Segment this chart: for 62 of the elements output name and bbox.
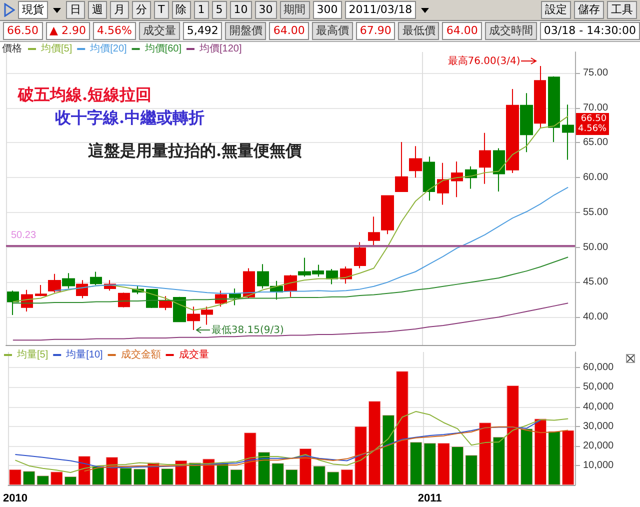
legend-label: 均價[20]: [89, 42, 128, 54]
y-tick-label: 60.00: [583, 172, 608, 184]
y-tick-label: 50,000: [583, 382, 614, 393]
y-tick-label: 40.00: [583, 312, 608, 323]
text: 30: [254, 1, 277, 19]
legend-label: 成交金額: [120, 348, 161, 360]
annotation: 最高76.00(3/4): [448, 54, 520, 68]
text: 66.50 4.56%: [576, 113, 609, 136]
y-tick-label: 55.00: [583, 206, 608, 218]
legend-label: 均量[5]: [16, 348, 48, 360]
text: 03/18 - 14:30:00: [540, 22, 640, 40]
y-tick-label: 60,000: [583, 362, 614, 374]
annotation: 破五均線.短線拉回: [18, 85, 152, 106]
text: 設定: [541, 1, 571, 19]
y-tick-label: 75.00: [583, 67, 608, 78]
text: 300: [312, 1, 342, 19]
text: 64.00: [269, 22, 309, 40]
text: 67.90: [356, 22, 396, 40]
text: 1: [194, 1, 209, 19]
y-tick-label: 65.00: [583, 137, 608, 148]
annotation: 最低38.15(9/3): [211, 324, 284, 337]
text: ▲ 2.90: [46, 22, 90, 40]
y-tick-label: 30,000: [583, 420, 614, 432]
ref-line-label: 50.23: [11, 230, 36, 242]
text: 5,492: [182, 22, 222, 40]
text: 2011/03/18: [344, 1, 416, 19]
y-tick-label: 50.00: [583, 242, 608, 253]
text: 日: [66, 1, 85, 19]
text: 工具: [607, 1, 637, 19]
annotation: 這盤是用量拉抬的.無量便無價: [88, 141, 302, 162]
text: T: [154, 1, 169, 19]
legend-label: 成交量: [178, 348, 209, 360]
text: 開盤價: [225, 22, 266, 40]
y-tick-label: 10,000: [583, 460, 614, 471]
annotation: 收十字線.中繼或轉折: [55, 108, 205, 129]
y-tick-label: 45.00: [583, 276, 608, 288]
text: 週: [88, 1, 107, 19]
legend-label: 均價[5]: [40, 42, 72, 54]
y-tick-label: 40,000: [583, 401, 614, 412]
legend-title: 價格: [2, 42, 22, 54]
text: 最低價: [398, 22, 440, 40]
text: 月: [110, 1, 129, 19]
text: 最高價: [312, 22, 353, 40]
text: 成交量: [138, 22, 180, 40]
text: 分: [132, 1, 151, 19]
text: 10: [230, 1, 252, 19]
text: 66.50: [3, 22, 42, 40]
text: 64.00: [442, 22, 482, 40]
text: 4.56%: [92, 22, 136, 40]
text: 儲存: [574, 1, 604, 19]
text: 5: [212, 1, 227, 19]
text: 現貨: [18, 1, 48, 19]
legend-label: 均價[60]: [144, 42, 182, 54]
x-tick-label: 2011: [418, 492, 442, 504]
x-tick-label: 2010: [2, 492, 28, 504]
y-tick-label: 70.00: [583, 102, 608, 114]
text: 期間: [280, 1, 310, 19]
legend-label: 均價[120]: [198, 42, 242, 54]
y-tick-label: 20,000: [583, 440, 614, 452]
legend-label: 均量[10]: [65, 348, 104, 360]
text: 成交時間: [484, 22, 537, 40]
text: 除: [172, 1, 191, 19]
